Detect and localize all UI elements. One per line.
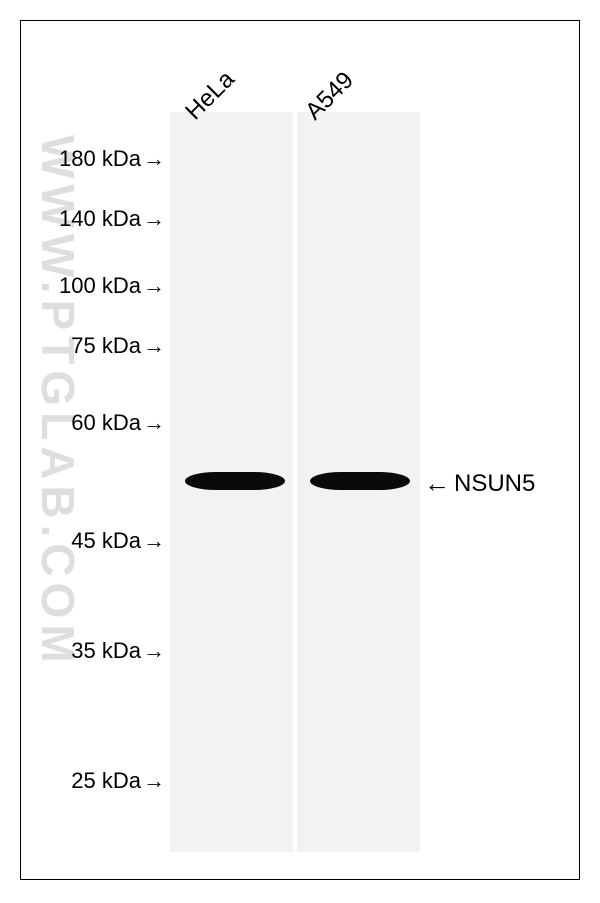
- arrow-icon: →: [143, 410, 165, 435]
- arrow-icon: →: [143, 333, 165, 358]
- marker-text: 45 kDa: [71, 528, 141, 553]
- marker-35: 35 kDa→: [71, 638, 165, 664]
- arrow-icon: →: [143, 146, 165, 171]
- marker-text: 180 kDa: [59, 146, 141, 171]
- band-lane-2: [310, 472, 410, 490]
- marker-text: 100 kDa: [59, 273, 141, 298]
- marker-100: 100 kDa→: [59, 273, 165, 299]
- marker-180: 180 kDa→: [59, 146, 165, 172]
- marker-140: 140 kDa→: [59, 206, 165, 232]
- band-lane-1: [185, 472, 285, 490]
- marker-60: 60 kDa→: [71, 410, 165, 436]
- arrow-icon: →: [143, 638, 165, 663]
- blot-membrane: [170, 112, 420, 852]
- arrow-left-icon: ←: [424, 468, 450, 499]
- marker-45: 45 kDa→: [71, 528, 165, 554]
- target-name: NSUN5: [454, 470, 535, 498]
- marker-75: 75 kDa→: [71, 333, 165, 359]
- arrow-icon: →: [143, 273, 165, 298]
- arrow-icon: →: [143, 206, 165, 231]
- target-label: ← NSUN5: [424, 468, 535, 499]
- marker-text: 35 kDa: [71, 638, 141, 663]
- lane-divider: [293, 112, 297, 852]
- marker-text: 140 kDa: [59, 206, 141, 231]
- marker-text: 75 kDa: [71, 333, 141, 358]
- marker-text: 25 kDa: [71, 768, 141, 793]
- marker-25: 25 kDa→: [71, 768, 165, 794]
- arrow-icon: →: [143, 528, 165, 553]
- marker-text: 60 kDa: [71, 410, 141, 435]
- arrow-icon: →: [143, 768, 165, 793]
